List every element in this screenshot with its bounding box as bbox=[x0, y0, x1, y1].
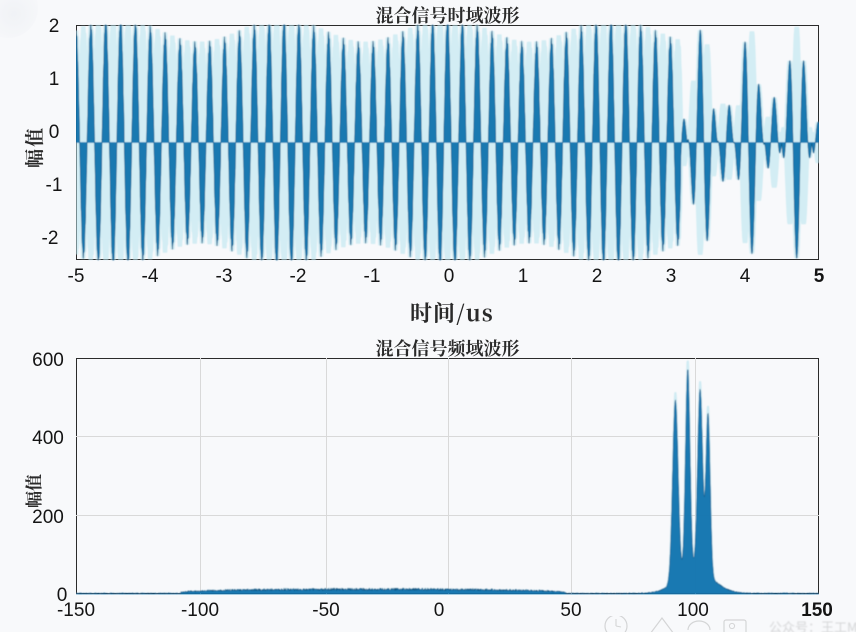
svg-text:公众号：王工M电子: 公众号：王工M电子 bbox=[769, 617, 856, 632]
